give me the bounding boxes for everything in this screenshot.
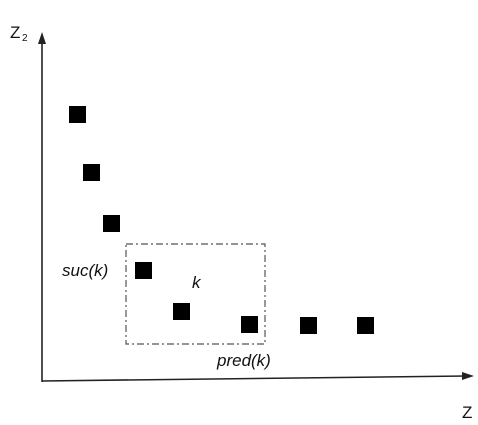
k-label: k [192,273,202,292]
point-k [173,303,190,320]
x-axis-label: Z [462,403,472,422]
point-p3 [103,215,120,232]
y-axis-arrow-icon [38,32,46,44]
y-axis-subscript: 2 [22,33,28,44]
point-suc [135,262,152,279]
point-p7 [300,317,317,334]
x-axis [41,375,467,382]
suc-label: suc(k) [62,261,108,280]
x-axis-arrow-icon [462,372,474,380]
point-p1 [69,106,86,123]
point-p8 [357,317,374,334]
pred-label: pred(k) [216,351,271,370]
point-p2 [83,164,100,181]
point-pred [241,316,258,333]
y-axis-label: Z [10,23,20,42]
